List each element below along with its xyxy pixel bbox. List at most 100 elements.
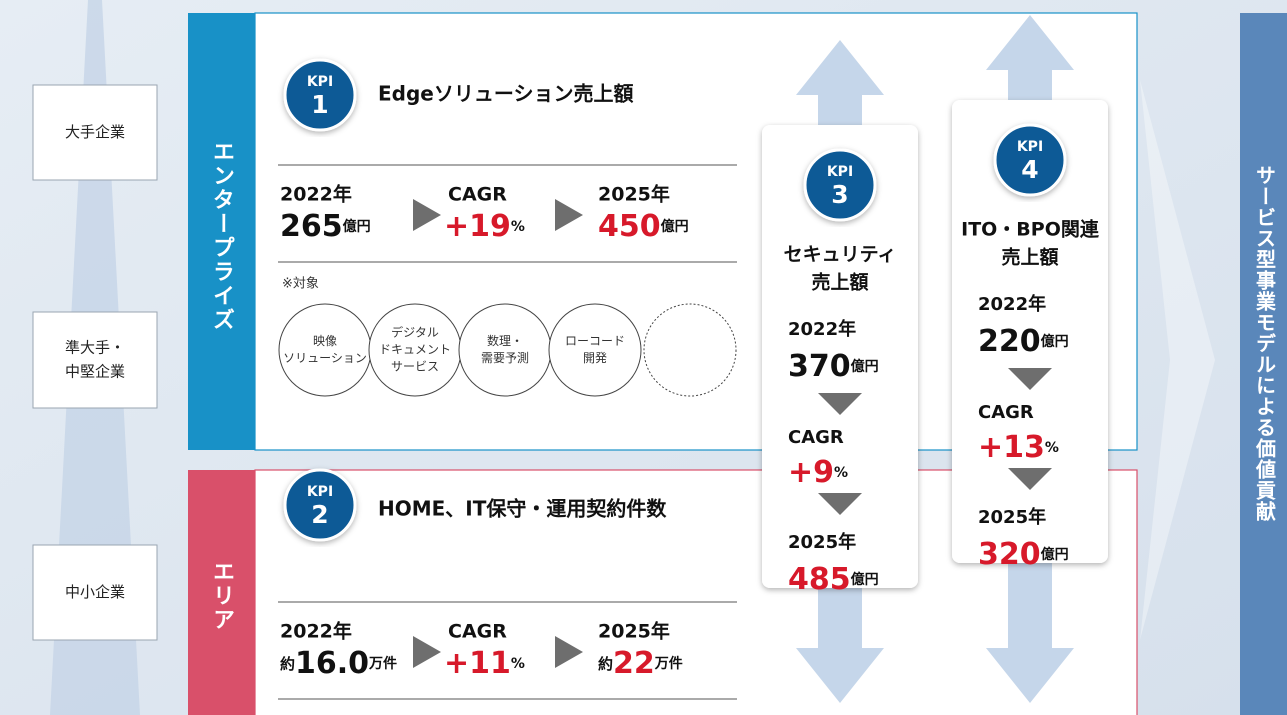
- kpi-badge-label: KPI: [827, 164, 853, 180]
- target-label: 需要予測: [481, 351, 529, 365]
- enterprise-tab: [188, 13, 255, 450]
- value-number: 220: [978, 324, 1041, 359]
- arrow-right: [555, 636, 583, 668]
- kpi-card: [762, 125, 918, 588]
- kpi-badge-label: KPI: [1017, 139, 1043, 155]
- target-label: 開発: [583, 351, 607, 365]
- value-unit: 億円: [851, 571, 879, 588]
- kpi-value: 320億円: [978, 537, 1069, 572]
- value-unit: %: [511, 656, 525, 672]
- segment-label: 準大手・: [65, 339, 125, 357]
- kpi-year: 2025年: [598, 183, 670, 206]
- value-unit: 万件: [368, 655, 397, 672]
- kpi-value: +11%: [444, 646, 525, 681]
- value-unit: %: [511, 219, 525, 235]
- kpi-title: ITO・BPO関連: [961, 218, 1100, 241]
- value-number: +9: [788, 455, 834, 490]
- kpi-title: 売上額: [811, 271, 868, 294]
- kpi-value: +19%: [444, 209, 525, 244]
- target-circle: [548, 303, 642, 397]
- segment-label: 大手企業: [65, 123, 125, 141]
- kpi-badge-number: 3: [831, 180, 848, 209]
- kpi-year: 2022年: [280, 183, 352, 206]
- kpi-year: 2022年: [978, 293, 1046, 315]
- kpi-title: 売上額: [1001, 246, 1058, 269]
- arrow-down: [818, 493, 862, 515]
- value-prefix: 約: [598, 655, 613, 673]
- target-circle: [278, 303, 372, 397]
- value-number: +19: [444, 209, 511, 244]
- kpi-year: 2025年: [788, 531, 856, 553]
- target-circle: [458, 303, 552, 397]
- area-label: エリア: [209, 560, 234, 632]
- kpi-badge: [283, 468, 357, 542]
- value-unit: 億円: [1041, 546, 1069, 563]
- target-label: ドキュメント: [379, 343, 451, 357]
- segment-box: [32, 544, 158, 641]
- segment-label: 中堅企業: [65, 363, 125, 381]
- segment-box: [32, 311, 158, 409]
- kpi-value: 265億円: [280, 209, 371, 244]
- kpi-badge-label: KPI: [307, 484, 333, 500]
- kpi-card: [952, 100, 1108, 563]
- kpi-year: 2022年: [280, 620, 352, 643]
- segment-box: [32, 84, 158, 181]
- kpi-value: +13%: [978, 430, 1059, 465]
- value-unit: 万件: [654, 655, 683, 672]
- target-label: 数理・: [487, 333, 523, 348]
- value-unit: 億円: [1041, 333, 1069, 350]
- value-prefix: 約: [280, 655, 295, 673]
- target-label: ソリューション: [283, 351, 367, 365]
- kpi-value: 370億円: [788, 349, 879, 384]
- note: ※対象: [282, 277, 319, 292]
- target-label: ローコード: [565, 334, 625, 348]
- value-number: +13: [978, 430, 1045, 465]
- arrow-right: [555, 199, 583, 231]
- side-bar: [1240, 13, 1287, 715]
- target-label: サービス: [391, 360, 439, 374]
- kpi-value: 約22万件: [598, 646, 683, 681]
- value-unit: 億円: [661, 218, 689, 235]
- kpi-badge: [993, 123, 1067, 197]
- kpi-value: 485億円: [788, 562, 879, 597]
- kpi-year: 2025年: [598, 620, 670, 643]
- kpi-badge-number: 1: [311, 90, 328, 119]
- value-number: 320: [978, 537, 1041, 572]
- value-number: +11: [444, 646, 511, 681]
- value-unit: %: [1045, 440, 1059, 456]
- enterprise-label: エンタープライズ: [209, 140, 234, 332]
- kpi-badge-number: 4: [1021, 155, 1038, 184]
- kpi-year: CAGR: [448, 184, 507, 206]
- kpi-title: Edgeソリューション売上額: [378, 82, 633, 106]
- side-label: サービス型事業モデルによる価値貢献: [1253, 165, 1277, 522]
- kpi-year: 2025年: [978, 506, 1046, 528]
- kpi-year: CAGR: [978, 402, 1034, 423]
- kpi-badge-number: 2: [311, 500, 328, 529]
- kpi-year: CAGR: [788, 427, 844, 448]
- kpi-badge: [803, 148, 877, 222]
- kpi-year: 2022年: [788, 318, 856, 340]
- target-label: 映像: [313, 334, 337, 348]
- kpi-title: セキュリティ: [784, 244, 897, 266]
- arrow-right: [413, 199, 441, 231]
- value-unit: %: [834, 465, 848, 481]
- value-number: 370: [788, 349, 851, 384]
- value-unit: 億円: [851, 358, 879, 375]
- kpi-year: CAGR: [448, 621, 507, 643]
- kpi-value: 220億円: [978, 324, 1069, 359]
- value-number: 265: [280, 209, 343, 244]
- arrow-right: [413, 636, 441, 668]
- value-unit: 億円: [343, 218, 371, 235]
- target-label: デジタル: [391, 325, 439, 340]
- segment-label: 中小企業: [65, 583, 125, 601]
- value-number: 16.0: [295, 646, 369, 681]
- kpi-value: +9%: [788, 455, 848, 490]
- arrow-down: [818, 393, 862, 415]
- kpi-value: 約16.0万件: [280, 646, 397, 681]
- kpi-badge: [283, 58, 357, 132]
- kpi-badge-label: KPI: [307, 74, 333, 90]
- kpi-value: 450億円: [598, 209, 689, 244]
- value-number: 22: [613, 646, 655, 681]
- arrow-down: [1008, 468, 1052, 490]
